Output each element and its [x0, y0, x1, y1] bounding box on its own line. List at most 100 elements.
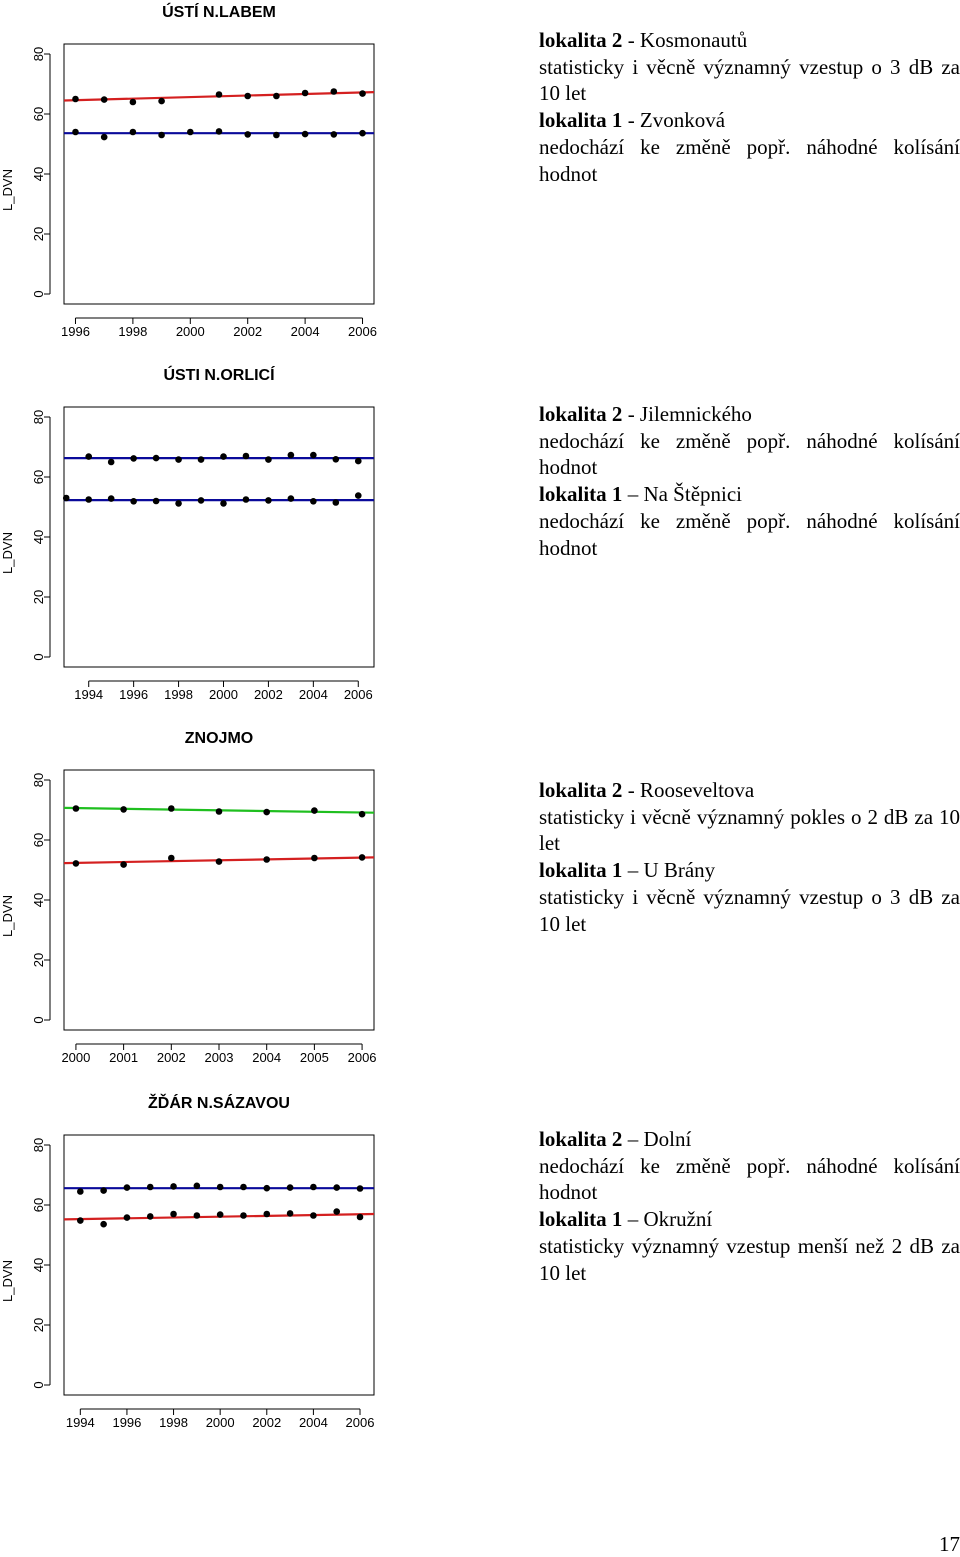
data-point-s2 — [193, 1212, 201, 1219]
data-point-s2 — [215, 858, 223, 865]
y-tick-label: 0 — [31, 1381, 46, 1388]
data-point-s1 — [168, 805, 175, 812]
data-point-s2 — [287, 495, 295, 502]
y-tick-label: 0 — [31, 290, 46, 297]
data-point-s1 — [333, 1184, 341, 1191]
trend-text: statisticky i věcně významný vzestup o 3… — [539, 884, 960, 936]
data-point-s1 — [273, 92, 280, 100]
data-point-s1 — [354, 457, 362, 465]
plot-frame — [63, 1134, 375, 1396]
x-tick-label: 2006 — [348, 324, 377, 339]
y-tick-label: 40 — [31, 167, 46, 181]
location-heading: lokalita 2 - Rooseveltova — [539, 777, 960, 804]
data-point-s1 — [310, 451, 317, 459]
y-tick-label: 0 — [31, 1016, 46, 1023]
chart-zdar-sazavou: ŽĎÁR N.SÁZAVOU 0 20 40 60 80 L_DVN 1994 1996 1998… — [0, 1093, 375, 1430]
data-point-s2 — [215, 128, 223, 135]
y-tick-label: 80 — [31, 47, 46, 61]
y-tick-label: 60 — [31, 833, 46, 847]
x-tick-label: 1998 — [159, 1415, 188, 1430]
data-point-s1 — [330, 88, 338, 95]
data-point-s1 — [332, 456, 340, 463]
data-point-s1 — [72, 805, 80, 812]
data-point-s2 — [175, 500, 182, 507]
data-point-s2 — [107, 495, 115, 502]
data-point-s2 — [186, 128, 194, 136]
x-tick-label: 2003 — [205, 1050, 234, 1065]
location-label: lokalita 1 — [539, 482, 623, 507]
chart-usti-orlici: ÚSTI N.ORLICÍ 0 20 40 60 80 L_DVN 1994 1996 1998 2… — [0, 365, 375, 702]
data-point-s2 — [170, 1210, 177, 1218]
data-point-s1 — [356, 1185, 364, 1192]
location-name: – Okružní — [622, 1207, 713, 1232]
description-znojmo: lokalita 2 - Rooseveltova statisticky i v… — [539, 777, 960, 937]
data-point-s1 — [130, 455, 137, 462]
location-label: lokalita 1 — [539, 1207, 623, 1232]
y-tick-label: 20 — [31, 953, 46, 967]
data-point-s1 — [359, 90, 366, 97]
data-point-s2 — [129, 128, 137, 136]
data-point-s2 — [354, 492, 362, 499]
x-tick-label: 2006 — [346, 1415, 375, 1430]
data-point-s2 — [301, 130, 309, 138]
data-point-s1 — [216, 1183, 224, 1191]
trend-text: statisticky významný vzestup menší než 2… — [539, 1233, 960, 1285]
data-point-s1 — [100, 96, 108, 103]
y-tick-label: 20 — [31, 1318, 46, 1332]
y-axis-label: L_DVN — [0, 1260, 15, 1302]
location-name: - Jilemnického — [622, 402, 752, 426]
trend-text: nedochází ke změně popř. náhodné kolísán… — [539, 1153, 960, 1205]
trend-description: statisticky významný vzestup menší než 2… — [539, 1233, 960, 1286]
data-point-s2 — [240, 1212, 247, 1219]
x-tick-label: 2001 — [109, 1050, 138, 1065]
data-point-s2 — [332, 499, 340, 506]
chart-title: ÚSTÍ N.LABEM — [162, 2, 276, 21]
x-tick-label: 2000 — [209, 687, 238, 702]
data-point-s1 — [220, 453, 227, 460]
y-tick-label: 80 — [31, 410, 46, 424]
data-point-s1 — [287, 451, 295, 459]
y-tick-label: 60 — [31, 470, 46, 484]
plot-frame — [63, 769, 375, 1031]
y-tick-label: 0 — [31, 653, 46, 660]
y-tick-label: 40 — [31, 530, 46, 544]
location-label: lokalita 1 — [539, 858, 623, 883]
plot-frame — [63, 43, 375, 305]
y-axis-label: L_DVN — [0, 532, 15, 574]
location-name: – Na Štěpnici — [622, 482, 742, 507]
plot-frame — [63, 406, 375, 668]
data-point-s2 — [85, 496, 93, 503]
x-tick-label: 2004 — [299, 1415, 328, 1430]
data-point-s1 — [152, 454, 160, 462]
x-tick-label: 1996 — [119, 687, 148, 702]
data-point-s2 — [123, 1214, 131, 1221]
trend-description: statisticky i věcně významný vzestup o 3… — [539, 884, 960, 937]
data-point-s1 — [170, 1183, 177, 1190]
location-heading: lokalita 2 - Kosmonautů — [539, 27, 960, 54]
data-point-s1 — [175, 456, 182, 463]
data-point-s2 — [263, 1210, 271, 1218]
data-point-s2 — [152, 497, 160, 505]
x-tick-label: 1996 — [112, 1415, 141, 1430]
data-point-s2 — [220, 500, 227, 507]
location-name: – Dolní — [622, 1127, 692, 1151]
x-tick-label: 1998 — [164, 687, 193, 702]
trend-text: nedochází ke změně popř. náhodné kolísán… — [539, 134, 960, 186]
data-point-s2 — [265, 497, 272, 504]
data-point-s2 — [130, 498, 137, 505]
data-point-s2 — [273, 131, 280, 139]
data-point-s1 — [358, 810, 366, 818]
data-point-s1 — [310, 1183, 317, 1191]
location-label: lokalita 2 — [539, 28, 623, 52]
y-tick-label: 60 — [31, 107, 46, 121]
data-point-s1 — [72, 95, 79, 103]
data-point-s1 — [85, 453, 93, 460]
x-tick-label: 2002 — [157, 1050, 186, 1065]
chart-title: ZNOJMO — [185, 730, 253, 747]
data-point-s2 — [197, 497, 205, 504]
location-name: - Kosmonautů — [622, 28, 748, 52]
description-usti-orlici: lokalita 2 - Jilemnického nedochází ke zm… — [539, 401, 960, 561]
data-point-s1 — [197, 456, 205, 463]
location-label: lokalita 2 — [539, 1127, 623, 1151]
y-tick-label: 40 — [31, 893, 46, 907]
